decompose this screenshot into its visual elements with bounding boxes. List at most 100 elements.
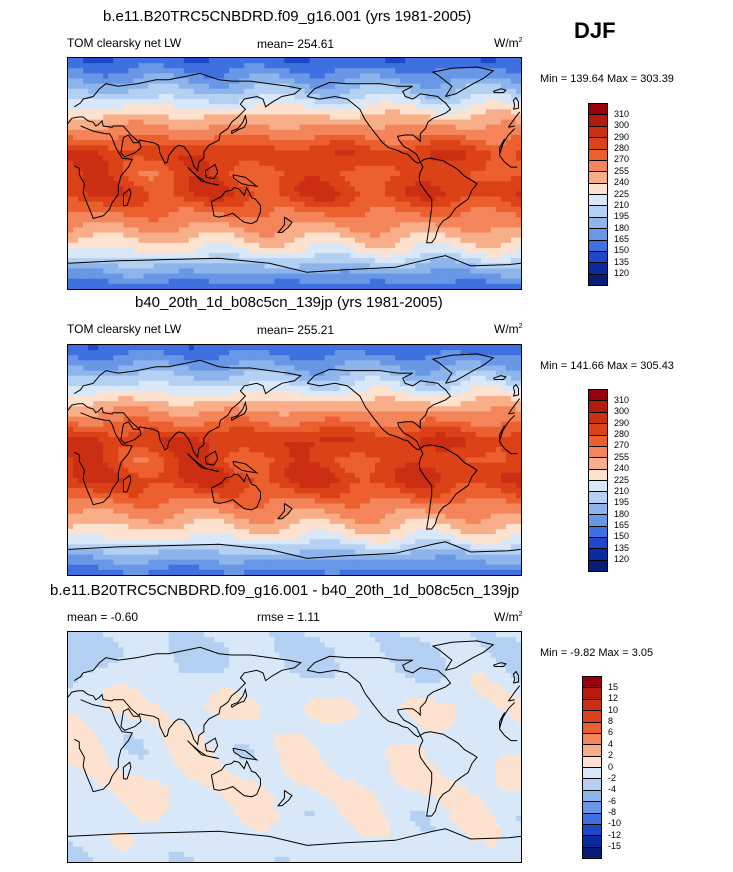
map-cell bbox=[143, 247, 150, 254]
map-cell bbox=[78, 375, 84, 382]
map-cell bbox=[193, 104, 200, 110]
map-cell bbox=[224, 78, 230, 85]
map-cell bbox=[113, 237, 119, 244]
map-cell bbox=[334, 370, 341, 377]
map-cell bbox=[108, 129, 114, 136]
map-cell bbox=[98, 345, 104, 351]
map-cell bbox=[485, 155, 492, 162]
map-cell bbox=[500, 186, 507, 193]
map-cell bbox=[88, 263, 94, 270]
map-cell bbox=[359, 88, 366, 95]
map-cell bbox=[485, 227, 492, 234]
map-cell bbox=[128, 237, 135, 244]
map-cell bbox=[299, 380, 306, 387]
map-cell bbox=[138, 232, 145, 239]
map-cell bbox=[405, 253, 411, 259]
map-cell bbox=[500, 181, 507, 187]
map-cell bbox=[395, 232, 401, 239]
map-cell bbox=[465, 191, 472, 198]
map-cell bbox=[339, 104, 346, 110]
map-cell bbox=[420, 160, 426, 167]
map-cell bbox=[213, 73, 220, 80]
map-cell bbox=[304, 283, 311, 289]
map-cell bbox=[319, 150, 326, 157]
map-cell bbox=[158, 165, 165, 172]
map-cell bbox=[198, 124, 205, 131]
map-cell bbox=[375, 380, 381, 387]
map-cell bbox=[163, 165, 170, 172]
map-cell bbox=[133, 201, 140, 208]
map-cell bbox=[425, 212, 431, 218]
map-cell bbox=[98, 247, 104, 254]
map-cell bbox=[420, 191, 426, 198]
map-cell bbox=[188, 119, 195, 126]
map-cell bbox=[78, 253, 84, 259]
map-cell bbox=[465, 258, 472, 264]
map-cell bbox=[178, 68, 185, 74]
map-cell bbox=[289, 165, 296, 172]
map-cell bbox=[364, 206, 371, 213]
map-cell bbox=[198, 375, 205, 382]
map-cell bbox=[420, 170, 426, 177]
map-cell bbox=[118, 196, 124, 203]
map-cell bbox=[490, 135, 497, 141]
map-cell bbox=[73, 268, 79, 275]
map-cell bbox=[143, 129, 150, 136]
map-cell bbox=[385, 165, 391, 172]
map-cell bbox=[500, 196, 507, 203]
map-cell bbox=[249, 99, 255, 105]
map-cell bbox=[128, 268, 135, 275]
map-cell bbox=[198, 370, 205, 377]
map-cell bbox=[73, 181, 79, 187]
map-cell bbox=[334, 191, 341, 198]
map-cell bbox=[515, 247, 521, 254]
map-cell bbox=[113, 212, 119, 218]
map-cell bbox=[334, 365, 341, 372]
map-cell bbox=[455, 124, 462, 131]
map-cell bbox=[138, 212, 145, 218]
map-cell bbox=[188, 78, 195, 85]
map-cell bbox=[405, 206, 411, 213]
map-cell bbox=[440, 160, 447, 167]
map-cell bbox=[229, 155, 235, 162]
map-cell bbox=[208, 150, 215, 157]
map-cell bbox=[168, 237, 175, 244]
map-cell bbox=[475, 350, 482, 356]
map-cell bbox=[505, 217, 512, 223]
map-cell bbox=[208, 345, 215, 351]
map-cell bbox=[495, 165, 502, 172]
map-cell bbox=[465, 58, 472, 64]
map-cell bbox=[188, 196, 195, 203]
map-cell bbox=[495, 170, 502, 177]
map-cell bbox=[430, 124, 437, 131]
map-cell bbox=[173, 350, 180, 356]
map-cell bbox=[319, 140, 326, 146]
map-cell bbox=[269, 278, 275, 285]
colorbar-tick-label: 150 bbox=[614, 245, 630, 256]
map-cell bbox=[465, 63, 472, 69]
map-cell bbox=[495, 217, 502, 223]
map-cell bbox=[485, 58, 492, 64]
map-cell bbox=[133, 258, 140, 264]
map-cell bbox=[415, 258, 421, 264]
map-cell bbox=[284, 99, 291, 105]
map-cell bbox=[244, 227, 250, 234]
map-cell bbox=[123, 104, 129, 110]
map-cell bbox=[435, 83, 442, 90]
map-cell bbox=[405, 350, 411, 356]
map-cell bbox=[505, 135, 512, 141]
map-cell bbox=[183, 391, 190, 397]
map-cell bbox=[178, 365, 185, 372]
map-cell bbox=[73, 283, 79, 289]
map-cell bbox=[234, 63, 240, 69]
map-cell bbox=[299, 375, 306, 382]
map-cell bbox=[410, 391, 416, 397]
map-cell bbox=[505, 253, 512, 259]
map-cell bbox=[113, 355, 119, 361]
map-cell bbox=[138, 124, 145, 131]
map-cell bbox=[485, 109, 492, 116]
map-cell bbox=[193, 191, 200, 198]
map-cell bbox=[108, 63, 114, 69]
map-cell bbox=[440, 227, 447, 234]
map-cell bbox=[173, 227, 180, 234]
